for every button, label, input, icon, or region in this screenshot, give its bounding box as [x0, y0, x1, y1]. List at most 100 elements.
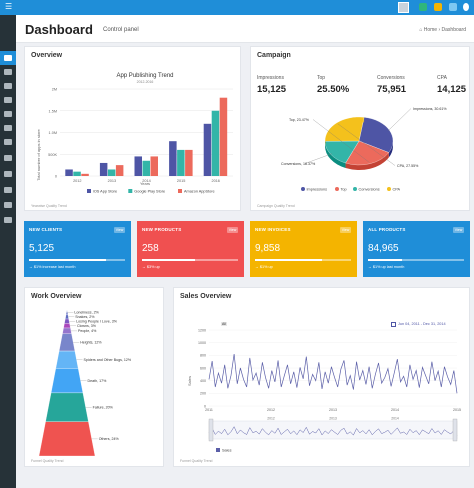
layout-icon[interactable]: [4, 69, 12, 75]
view-button[interactable]: View: [114, 227, 125, 233]
x-tick-label: 2012: [73, 179, 81, 183]
bar-amazon-appstore: [219, 97, 228, 176]
stat-label-cpa: CPA: [437, 75, 447, 81]
kpi-progress-bar: [368, 259, 464, 261]
y-tick-label: 0: [204, 404, 206, 408]
globe-icon[interactable]: [4, 111, 12, 117]
navigator-tick-label: 2012: [267, 417, 275, 421]
x-tick-label: 2014: [142, 179, 150, 183]
legend-label: Amazon AppStore: [184, 190, 215, 194]
kpi-note: → $3% up: [142, 265, 160, 269]
pie-connector: [304, 153, 333, 164]
legend-swatch: [128, 189, 133, 193]
view-button[interactable]: View: [340, 227, 351, 233]
sales-overview-panel: Sales Overview All Jun 04, 2011 - Dec 31…: [173, 287, 470, 467]
campaign-pie-chart: Impressions, 30.61% Top, 23.47% Conversion…: [281, 107, 447, 192]
pyramid-label: Losing People I Love, 3%: [76, 320, 118, 324]
pyramid-label: Failure, 20%: [93, 406, 114, 410]
x-axis-label: Years: [140, 181, 150, 186]
chart-icon[interactable]: [4, 97, 12, 103]
pyramid-label: Others, 24%: [99, 437, 120, 441]
pie-slice-cpa: [324, 116, 365, 142]
bar-ios-app-store: [134, 156, 142, 176]
work-overview-panel: Work Overview Loneliness, 2% Snakes, 2% Lo…: [24, 287, 164, 467]
kpi-card-4: ALL PRODUCTS View 84,965 → $1% up last mont…: [363, 221, 470, 277]
campaign-title: Campaign: [257, 52, 291, 59]
y-tick-label: 500K: [48, 153, 57, 157]
pie-data-label: Conversions, 18.37%: [281, 162, 316, 166]
kpi-progress-bar: [142, 259, 238, 261]
share-icon[interactable]: [4, 217, 12, 223]
zoom-all-button[interactable]: All: [221, 322, 227, 326]
mail-icon[interactable]: [4, 155, 12, 161]
breadcrumb-home[interactable]: Home: [423, 27, 438, 33]
legend-label: Conversions: [359, 188, 380, 192]
pie-connector: [312, 119, 370, 163]
kpi-note: → $1% up: [255, 265, 273, 269]
messages-icon[interactable]: [419, 3, 427, 11]
bar-ios-app-store: [203, 123, 212, 176]
kpi-progress-bar: [255, 259, 351, 261]
page-title: Dashboard: [25, 22, 93, 37]
sales-y-axis-label: Sales: [187, 376, 192, 386]
kpi-note: → $1% up last month: [368, 265, 405, 269]
kpi-title: ALL PRODUCTS: [368, 227, 406, 232]
top-navbar: ☰: [0, 0, 474, 15]
hamburger-menu-icon[interactable]: ☰: [5, 2, 13, 11]
calendar-icon[interactable]: [391, 322, 396, 327]
sales-series-line: [208, 354, 458, 394]
legend-swatch: [87, 189, 91, 193]
pyramid-layer-snakes: [65, 314, 69, 320]
stat-value-conversions: 75,951: [377, 84, 407, 95]
pyramid-layer-people: [62, 327, 72, 334]
navigator-handle-right: [452, 418, 458, 442]
x-tick-label: 2011: [205, 408, 213, 412]
bar-amazon-appstore: [81, 173, 89, 176]
date-range-picker[interactable]: Jun 04, 2011 - Dec 31, 2014: [398, 322, 446, 326]
campaign-credits: Campaign Quality Trend: [257, 204, 295, 208]
overview-title: Overview: [31, 52, 63, 59]
table-icon[interactable]: [4, 139, 12, 145]
pyramid-layer-clowns: [63, 323, 71, 329]
breadcrumb-current: Dashboard: [441, 27, 466, 33]
y-axis-label: Total number of apps in store: [36, 128, 41, 180]
kpi-title: NEW INVOICES: [255, 227, 291, 232]
list-icon[interactable]: [4, 202, 12, 208]
pie-data-label: CPA, 27.55%: [397, 164, 419, 168]
overview-panel: Overview App Publishing Trend 2012-2016 …: [24, 46, 241, 211]
y-tick-label: 200: [200, 392, 206, 396]
app-publishing-chart: App Publishing Trend 2012-2016 Total num…: [36, 73, 233, 194]
pie-slice-top: [345, 140, 390, 166]
avatar[interactable]: [398, 2, 409, 13]
legend-label: CPA: [393, 188, 401, 192]
calendar-icon[interactable]: [4, 171, 12, 177]
kpi-title: NEW PRODUCTS: [142, 227, 182, 232]
bar-amazon-appstore: [150, 156, 158, 176]
pyramid-label: Heights, 12%: [80, 341, 102, 345]
settings-icon[interactable]: [463, 3, 469, 11]
sales-credits: Funnel Quality Trend: [180, 459, 213, 463]
notifications-icon[interactable]: [434, 3, 442, 11]
kpi-card-1: NEW CLIENTS View 5,125 → $1% increase last …: [24, 221, 131, 277]
y-tick-label: 1.5M: [49, 109, 57, 113]
bar-google-play-store: [142, 160, 150, 176]
breadcrumb: ⌂ Home › Dashboard: [419, 27, 466, 33]
legend-swatch: [216, 448, 220, 452]
edit-icon[interactable]: [4, 125, 12, 131]
pie-data-label: Top, 23.47%: [289, 118, 310, 122]
work-pyramid-chart: Loneliness, 2%Snakes, 2%Losing People I …: [38, 309, 132, 457]
grid-icon[interactable]: [4, 83, 12, 89]
view-button[interactable]: View: [453, 227, 464, 233]
bar-ios-app-store: [169, 141, 177, 176]
folder-icon[interactable]: [4, 187, 12, 193]
kpi-value: 5,125: [29, 243, 55, 254]
view-button[interactable]: View: [227, 227, 238, 233]
pyramid-layer-heights: [58, 333, 76, 352]
legend-label: Google Play Store: [134, 190, 165, 194]
chart-title: App Publishing Trend: [116, 73, 173, 79]
sales-overview-title: Sales Overview: [180, 293, 232, 300]
y-tick-label: 1200: [198, 328, 206, 332]
home-icon[interactable]: [4, 55, 12, 61]
kpi-progress-bar: [29, 259, 125, 261]
tasks-icon[interactable]: [449, 3, 457, 11]
